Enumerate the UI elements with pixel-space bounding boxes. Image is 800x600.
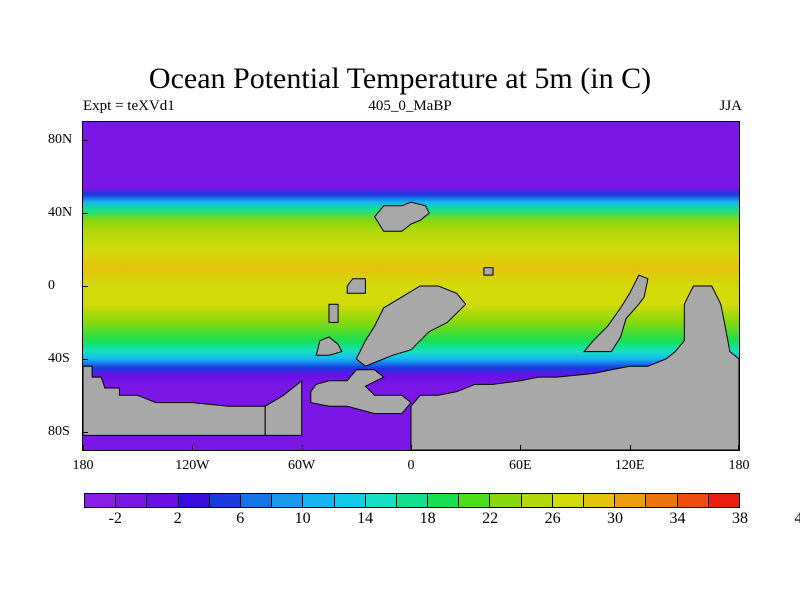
x-tick-mark (192, 445, 194, 451)
land-masses (83, 201, 739, 450)
x-tick-mark (411, 445, 412, 451)
colorbar-cell (708, 494, 739, 507)
colorbar-cell (334, 494, 366, 507)
land-polygon (483, 267, 494, 276)
land-polygon (310, 369, 412, 415)
colorbar-cell (646, 494, 678, 507)
land-polygon (410, 285, 739, 450)
colorbar-cell (178, 494, 210, 507)
colorbar-label: 38 (732, 510, 748, 527)
colorbar-label: 2 (173, 510, 182, 527)
y-tick-mark (82, 358, 88, 360)
colorbar-label: 30 (607, 510, 624, 527)
x-tick-label: 180 (728, 458, 750, 473)
colorbar-cell (209, 494, 241, 507)
colorbar-label: 26 (544, 510, 561, 527)
y-tick-label: 80S (48, 423, 70, 439)
colorbar-cell (240, 494, 273, 507)
colorbar-cell (116, 494, 148, 507)
colorbar-cell (677, 494, 709, 507)
colorbar-label: 42 (794, 510, 800, 527)
colorbar-label: 34 (669, 510, 686, 527)
x-tick-mark (301, 445, 303, 451)
map-plot-area (82, 121, 740, 451)
experiment-label: Expt = teXVd1 (83, 98, 175, 114)
colorbar-cell (584, 494, 616, 507)
colorbar-cell (552, 494, 584, 507)
map-title: Ocean Potential Temperature at 5m (in C) (148, 62, 652, 95)
x-tick-mark (738, 445, 739, 451)
y-tick-mark (82, 431, 88, 433)
colorbar-cell (428, 494, 460, 507)
colorbar (84, 493, 740, 508)
land-polygon (315, 336, 343, 356)
y-tick-label: 40N (48, 205, 73, 221)
x-tick-label: 60W (288, 458, 316, 473)
colorbar-cell (396, 494, 429, 507)
age-label: 405_0_MaBP (368, 98, 452, 114)
x-tick-label: 120E (614, 458, 645, 473)
land-polygon (583, 274, 649, 353)
land-polygon (264, 379, 303, 436)
colorbar-cell (490, 494, 522, 507)
x-tick-mark (520, 445, 522, 451)
x-tick-mark (83, 445, 84, 451)
colorbar-cell (147, 494, 179, 507)
land-polygon (328, 303, 339, 323)
colorbar-cell (303, 494, 335, 507)
colorbar-label: 22 (482, 510, 499, 527)
land-polygon (355, 285, 467, 367)
colorbar-label: 10 (294, 510, 311, 527)
colorbar-cell (365, 494, 397, 507)
temperature-map (83, 122, 739, 450)
land-polygon (373, 201, 430, 232)
colorbar-label: -2 (108, 510, 122, 527)
colorbar-cell (615, 494, 647, 507)
y-tick-mark (82, 140, 88, 142)
y-tick-label: 80N (48, 132, 73, 148)
y-tick-mark (82, 286, 88, 287)
colorbar-cell (272, 494, 304, 507)
season-label: JJA (719, 98, 742, 114)
x-tick-mark (629, 445, 631, 451)
x-tick-label: 120W (175, 458, 210, 473)
land-polygon (346, 278, 366, 294)
colorbar-cell (459, 494, 491, 507)
colorbar-label: 14 (357, 510, 374, 527)
colorbar-label: 6 (236, 510, 245, 527)
colorbar-cell (521, 494, 553, 507)
x-tick-label: 180 (72, 458, 94, 473)
y-tick-mark (82, 213, 88, 215)
x-tick-label: 0 (407, 458, 415, 473)
y-tick-label: 0 (48, 278, 55, 293)
y-tick-label: 40S (48, 350, 70, 366)
colorbar-label: 18 (419, 510, 436, 527)
x-tick-label: 60E (509, 458, 532, 473)
colorbar-cell (85, 494, 117, 507)
